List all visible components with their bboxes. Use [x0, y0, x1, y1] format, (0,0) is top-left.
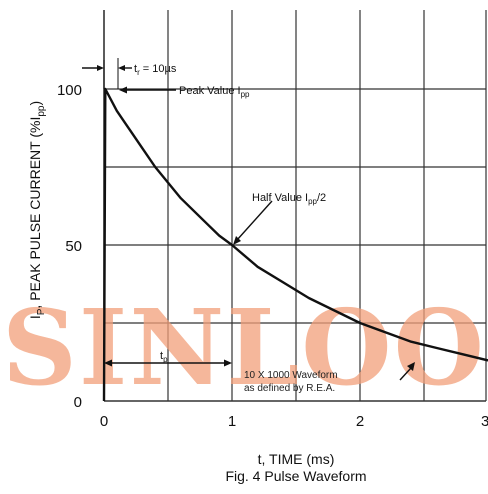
waveform-curve [102, 87, 488, 402]
waveform-label-line1: 10 X 1000 Waveform [244, 370, 338, 381]
y-tick-label-100: 100 [57, 82, 82, 99]
half-label-text: Half Value I [252, 192, 308, 204]
x-tick-label-2: 2 [356, 413, 364, 430]
x-axis-label: t, TIME (ms) [258, 451, 335, 467]
peak-arrowhead [119, 86, 127, 94]
peak-label: Peak Value Ipp [179, 85, 250, 99]
tr-label-value: = 10µs [140, 63, 177, 75]
y-axis-label-i-sub: P [36, 308, 47, 315]
waveform-arrowhead [407, 362, 415, 371]
y-axis-label-i: I [27, 315, 43, 319]
y-axis-label-close: ) [27, 101, 43, 106]
half-label-sub: pp [308, 197, 317, 206]
peak-label-text: Peak Value I [179, 85, 241, 97]
tp-annotation: tp [104, 350, 232, 367]
grid [103, 10, 487, 402]
tr-label: tr = 10µs [134, 63, 177, 77]
x-tick-label-0: 0 [100, 413, 108, 430]
x-tick-labels: 0 1 2 3 [100, 413, 488, 430]
half-arrow-line [236, 200, 273, 241]
tp-right-arrowhead [224, 359, 232, 367]
half-label-suffix: /2 [317, 192, 326, 204]
tr-left-arrowhead [97, 65, 104, 71]
y-axis-label-text: , PEAK PULSE CURRENT (%I [27, 117, 43, 309]
half-arrowhead [233, 236, 241, 245]
tp-left-arrowhead [104, 359, 112, 367]
waveform-annotation: 10 X 1000 Waveform as defined by R.E.A. [244, 362, 415, 394]
watermark-text: SINLOO [2, 286, 486, 409]
y-tick-label-0: 0 [74, 394, 82, 411]
tr-label-t: t [134, 63, 137, 75]
y-axis-label: IP, PEAK PULSE CURRENT (%Ipp) [27, 101, 47, 319]
peak-label-sub: pp [241, 90, 250, 99]
figure-caption: Fig. 4 Pulse Waveform [225, 468, 366, 484]
tp-label-t: t [160, 350, 163, 362]
y-axis-label-pp: pp [36, 105, 47, 117]
tr-label-sub: r [137, 68, 140, 77]
x-tick-label-3: 3 [481, 413, 488, 430]
x-tick-label-1: 1 [228, 413, 236, 430]
y-tick-label-50: 50 [65, 238, 82, 255]
tr-annotation: tr = 10µs [82, 58, 177, 89]
half-label: Half Value Ipp/2 [252, 192, 326, 206]
tp-label-sub: p [163, 355, 168, 364]
tp-label: tp [160, 350, 168, 364]
half-annotation: Half Value Ipp/2 [233, 192, 326, 245]
y-tick-labels: 0 50 100 [57, 82, 82, 411]
tr-right-arrowhead [118, 65, 125, 71]
peak-annotation: Peak Value Ipp [119, 85, 250, 99]
waveform-arrow-line [399, 367, 412, 381]
waveform-label-line2: as defined by R.E.A. [244, 383, 335, 394]
